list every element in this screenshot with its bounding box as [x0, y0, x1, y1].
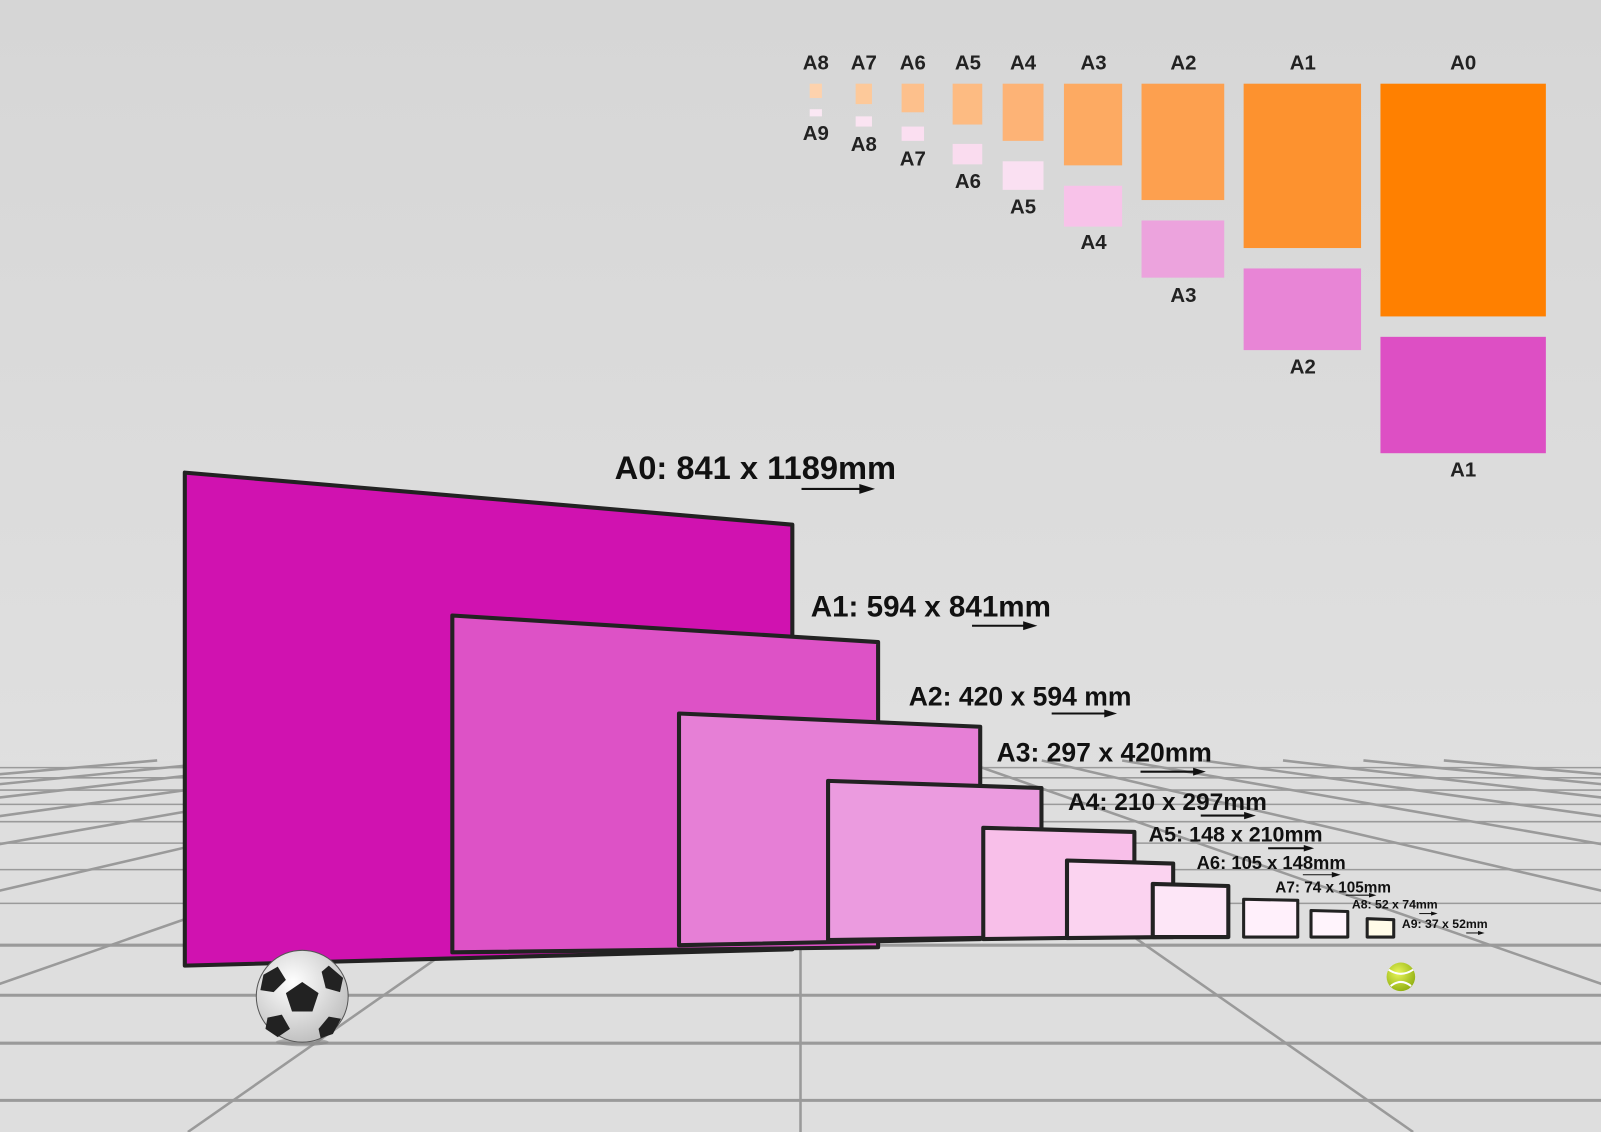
size-box — [1063, 185, 1123, 227]
size-box — [1141, 220, 1225, 278]
sheet-label: A5: 148 x 210mm — [1149, 822, 1323, 846]
size-box — [952, 83, 983, 125]
size-label: A1 — [1290, 52, 1316, 74]
size-box — [901, 126, 925, 141]
size-box — [1002, 83, 1044, 141]
sheet-label: A1: 594 x 841mm — [811, 591, 1051, 624]
size-label: A9 — [803, 123, 829, 145]
size-label: A1 — [1450, 460, 1476, 482]
size-label: A2 — [1170, 52, 1196, 74]
tennis-ball — [1386, 962, 1416, 992]
sheets: A0: 841 x 1189mm A1: 594 x 841mm A2: 420 x… — [182, 449, 1488, 968]
soccer-ball — [255, 949, 349, 1047]
size-label: A3 — [1170, 285, 1196, 307]
sheet-label: A3: 297 x 420mm — [997, 738, 1212, 768]
arrow-head — [1023, 621, 1038, 631]
size-label: A3 — [1080, 52, 1106, 74]
sheet-label: A9: 37 x 52mm — [1402, 917, 1488, 931]
size-box — [809, 83, 822, 98]
size-label: A7 — [851, 52, 877, 74]
size-label: A6 — [955, 171, 981, 193]
size-box — [1002, 161, 1044, 190]
sheet-label: A7: 74 x 105mm — [1275, 879, 1391, 896]
size-box — [901, 83, 925, 113]
arrow-head — [859, 484, 876, 494]
floor-line — [0, 759, 480, 846]
size-label: A8 — [851, 134, 877, 156]
floor-line — [1041, 759, 1601, 892]
size-label: A8 — [803, 52, 829, 74]
sheet-label: A0: 841 x 1189mm — [615, 449, 896, 486]
arrow-head — [1478, 930, 1485, 935]
size-box — [1380, 83, 1546, 317]
size-box — [952, 143, 983, 165]
paper-sheet — [1242, 897, 1300, 939]
size-label: A5 — [1010, 196, 1036, 218]
arrow-head — [1193, 767, 1206, 776]
sheet-label: A4: 210 x 297mm — [1068, 789, 1267, 816]
arrow-head — [1331, 872, 1341, 878]
arrow-head — [1431, 911, 1438, 916]
arrow-head — [1303, 845, 1315, 852]
arrow-head — [1104, 709, 1118, 718]
size-label: A4 — [1010, 52, 1037, 74]
size-box — [1141, 83, 1225, 201]
size-box — [1243, 268, 1362, 351]
size-label: A2 — [1290, 357, 1316, 379]
size-label: A4 — [1080, 232, 1107, 254]
size-grid: A8 A9 A7 A8 A6 A7 A5 A6 A4 A5 A3 A4 A2 A3 A1 A2 A0 A1 — [803, 52, 1546, 482]
size-box — [809, 109, 822, 117]
paper-sheet — [1150, 881, 1231, 940]
size-box — [855, 116, 872, 127]
size-label: A6 — [900, 52, 926, 74]
sheet-label: A8: 52 x 74mm — [1352, 898, 1438, 912]
sheet-label: A2: 420 x 594 mm — [909, 681, 1132, 711]
size-label: A5 — [955, 52, 981, 74]
sheet-label: A6: 105 x 148mm — [1197, 852, 1346, 873]
size-box — [1063, 83, 1123, 166]
arrow-head — [1369, 892, 1377, 898]
size-box — [855, 83, 872, 105]
size-label: A0 — [1450, 52, 1476, 74]
size-box — [1380, 336, 1546, 454]
size-label: A7 — [900, 148, 926, 170]
floor-line — [960, 759, 1601, 986]
paper-sheet — [1309, 908, 1350, 939]
size-box — [1243, 83, 1362, 249]
floor-line — [1121, 759, 1601, 846]
arrow-head — [1244, 811, 1256, 820]
paper-sheet — [1365, 917, 1396, 939]
